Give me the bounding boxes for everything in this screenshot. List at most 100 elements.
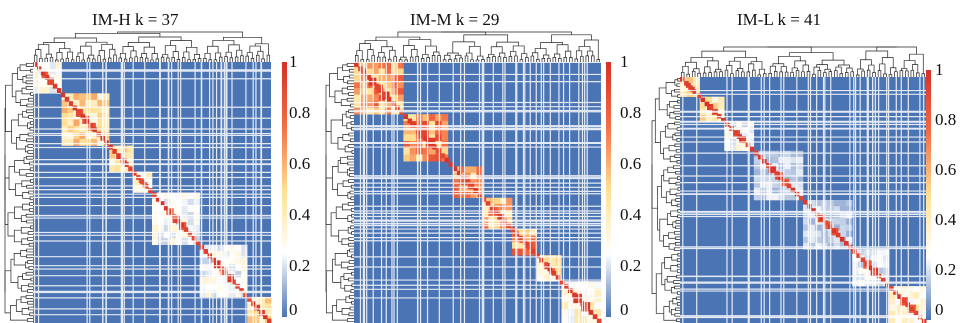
dendrogram-branch	[741, 71, 745, 77]
heatmap-cell	[61, 106, 68, 114]
heatmap-cell	[211, 283, 218, 291]
dendrogram-branch	[30, 68, 33, 73]
colorbar-tick-label: 0.6	[289, 154, 311, 173]
heatmap-diagonal-cell	[469, 183, 474, 189]
dendrogram-branch	[675, 192, 680, 197]
colorbar-tick-label: 0.8	[289, 103, 311, 122]
dendrogram-branch	[668, 177, 678, 184]
heatmap-cell	[79, 93, 86, 101]
dendrogram-branch	[580, 56, 584, 62]
heatmap-cell	[815, 236, 822, 244]
dendrogram-branch	[28, 97, 33, 102]
dendrogram-branch	[337, 160, 348, 173]
heatmap-cell	[441, 127, 449, 135]
dendrogram-branch	[336, 299, 346, 312]
heatmap-cell	[115, 158, 122, 166]
heatmap-cell	[889, 304, 896, 311]
heatmap-diagonal-cell	[811, 208, 816, 213]
heatmap-diagonal-cell	[559, 279, 565, 285]
dendrogram-branch	[30, 225, 33, 230]
dendrogram-branch	[164, 45, 177, 55]
heatmap-cell	[536, 268, 544, 276]
heatmap-cell	[435, 114, 442, 122]
dendrogram-branch	[911, 64, 919, 73]
dendrogram-branch	[25, 295, 33, 299]
heatmap-cell	[397, 62, 404, 69]
heatmap-cell	[790, 150, 798, 158]
heatmap-cell	[91, 119, 98, 127]
heatmap-diagonal-cell	[436, 149, 441, 154]
dendrogram-branch	[22, 76, 27, 83]
dendrogram-branch	[586, 50, 594, 56]
heatmap-cell	[796, 150, 804, 158]
heatmap-cell	[452, 178, 460, 186]
colorbar-tick-label: 1	[289, 52, 298, 71]
dendrogram-branch	[585, 55, 589, 62]
heatmap-cell	[809, 236, 816, 244]
dendrogram-branch	[466, 52, 473, 60]
dendrogram-branch	[916, 72, 920, 77]
dendrogram-branch	[160, 56, 165, 62]
dendrogram-branch	[752, 69, 756, 77]
dendrogram-branch	[508, 56, 513, 62]
heatmap-diagonal-cell	[52, 83, 58, 89]
heatmap-cell	[152, 199, 159, 206]
heatmap-diagonal-cell	[92, 127, 97, 133]
dendrogram-branch	[676, 296, 680, 301]
dendrogram-branch	[682, 65, 689, 75]
heatmap-cell	[193, 199, 200, 206]
heatmap-diagonal-cell	[684, 81, 689, 86]
heatmap-cell	[784, 193, 791, 201]
heatmap-cell	[354, 81, 361, 89]
heatmap-panel-im-m: IM-M k = 29 0 0.2 0.4 0.6 0.8 1	[322, 0, 644, 323]
heatmap-cell	[530, 235, 538, 243]
heatmap-cell	[464, 191, 471, 199]
dendrogram-branch	[845, 72, 849, 77]
dendrogram-branch	[347, 202, 354, 206]
heatmap-cell	[55, 80, 62, 88]
heatmap-diagonal-cell	[526, 244, 532, 250]
heatmap-diagonal-cell	[163, 205, 169, 211]
dendrogram-branch	[671, 199, 678, 206]
dendrogram-branch	[70, 59, 75, 62]
heatmap-diagonal-cell	[112, 149, 117, 154]
dendrogram-branch	[441, 31, 572, 35]
heatmap-cell	[803, 224, 810, 232]
heatmap-cell	[428, 127, 436, 135]
heatmap-cell	[778, 193, 785, 201]
heatmap-cell	[846, 212, 853, 219]
dendrogram-branch	[881, 57, 894, 68]
dendrogram-branch	[49, 57, 54, 62]
heatmap-cell	[568, 302, 575, 310]
dendrogram-branch	[122, 46, 134, 54]
dendrogram-branch	[249, 45, 261, 53]
dendrogram-branch	[551, 34, 592, 43]
heatmap-cell	[441, 114, 449, 122]
heatmap-cell	[235, 264, 242, 272]
dendrogram-branch	[341, 87, 349, 95]
heatmap-cell	[79, 138, 86, 146]
dendrogram-branch	[673, 165, 680, 169]
heatmap-diagonal-cell	[901, 298, 906, 303]
colorbar-tick-label: 0	[289, 300, 298, 319]
heatmap-cell	[458, 166, 465, 173]
heatmap-cell	[132, 178, 140, 186]
dendrogram-branch	[553, 53, 561, 59]
dendrogram-branch	[74, 32, 161, 39]
dendrogram-branch	[673, 280, 680, 284]
heatmap-diagonal-cell	[700, 97, 706, 103]
heatmap-cell	[44, 87, 51, 94]
dendrogram-branch	[113, 54, 117, 62]
heatmap-cell	[435, 154, 442, 162]
heatmap-cell	[568, 309, 575, 317]
dendrogram-branch	[855, 74, 860, 77]
heatmap-cell	[163, 218, 171, 226]
dendrogram-branch	[404, 59, 408, 62]
colorbar-tick-label: 0.2	[289, 256, 311, 275]
heatmap-cell	[574, 302, 582, 310]
dendrogram-branch	[666, 213, 673, 225]
heatmap-diagonal-cell	[688, 85, 693, 90]
dendrogram-branch	[25, 74, 33, 79]
heatmap-diagonal-cell	[555, 275, 561, 280]
heatmap-cell	[919, 310, 927, 318]
